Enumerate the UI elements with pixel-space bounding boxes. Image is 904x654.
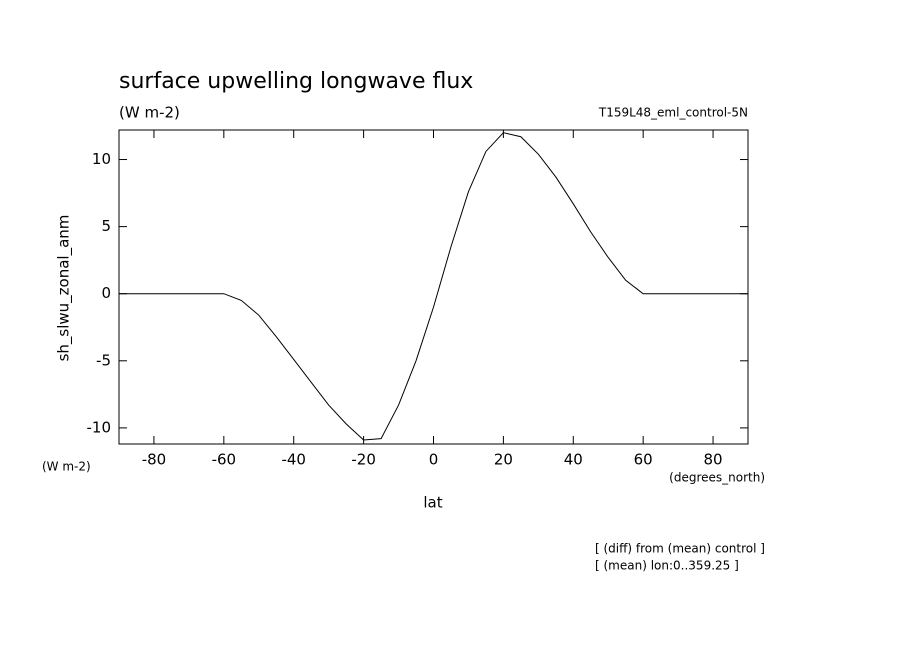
plot-frame bbox=[118, 129, 749, 445]
dataset-label: T159L48_eml_control-5N bbox=[598, 106, 748, 120]
y-tick-label: 0 bbox=[101, 284, 111, 302]
note: [ (mean) lon:0..359.25 ] bbox=[595, 559, 739, 573]
x-tick-label: 80 bbox=[704, 451, 723, 469]
x-tick-label: 0 bbox=[429, 451, 439, 469]
x-tick-label: -80 bbox=[142, 451, 167, 469]
x-tick-label: 20 bbox=[494, 451, 513, 469]
x-tick-label: -20 bbox=[351, 451, 376, 469]
x-tick-label: -40 bbox=[281, 451, 306, 469]
x-tick-label: 60 bbox=[634, 451, 653, 469]
data-line bbox=[119, 132, 748, 441]
x-axis-label: lat bbox=[423, 494, 442, 512]
y-tick-label: -5 bbox=[96, 351, 111, 369]
y-tick-label: -10 bbox=[87, 418, 112, 436]
y-axis-label: sh_slwu_zonal_anm bbox=[55, 215, 74, 362]
y-tick-label: 10 bbox=[92, 150, 111, 168]
x-tick-label: -60 bbox=[212, 451, 237, 469]
y-units: (W m-2) bbox=[42, 460, 91, 474]
chart-subtitle: (W m-2) bbox=[119, 104, 180, 122]
x-units: (degrees_north) bbox=[669, 471, 765, 485]
chart-title: surface upwelling longwave flux bbox=[119, 69, 473, 94]
x-tick-label: 40 bbox=[564, 451, 583, 469]
note: [ (diff) from (mean) control ] bbox=[595, 542, 765, 556]
y-tick-label: 5 bbox=[101, 217, 111, 235]
